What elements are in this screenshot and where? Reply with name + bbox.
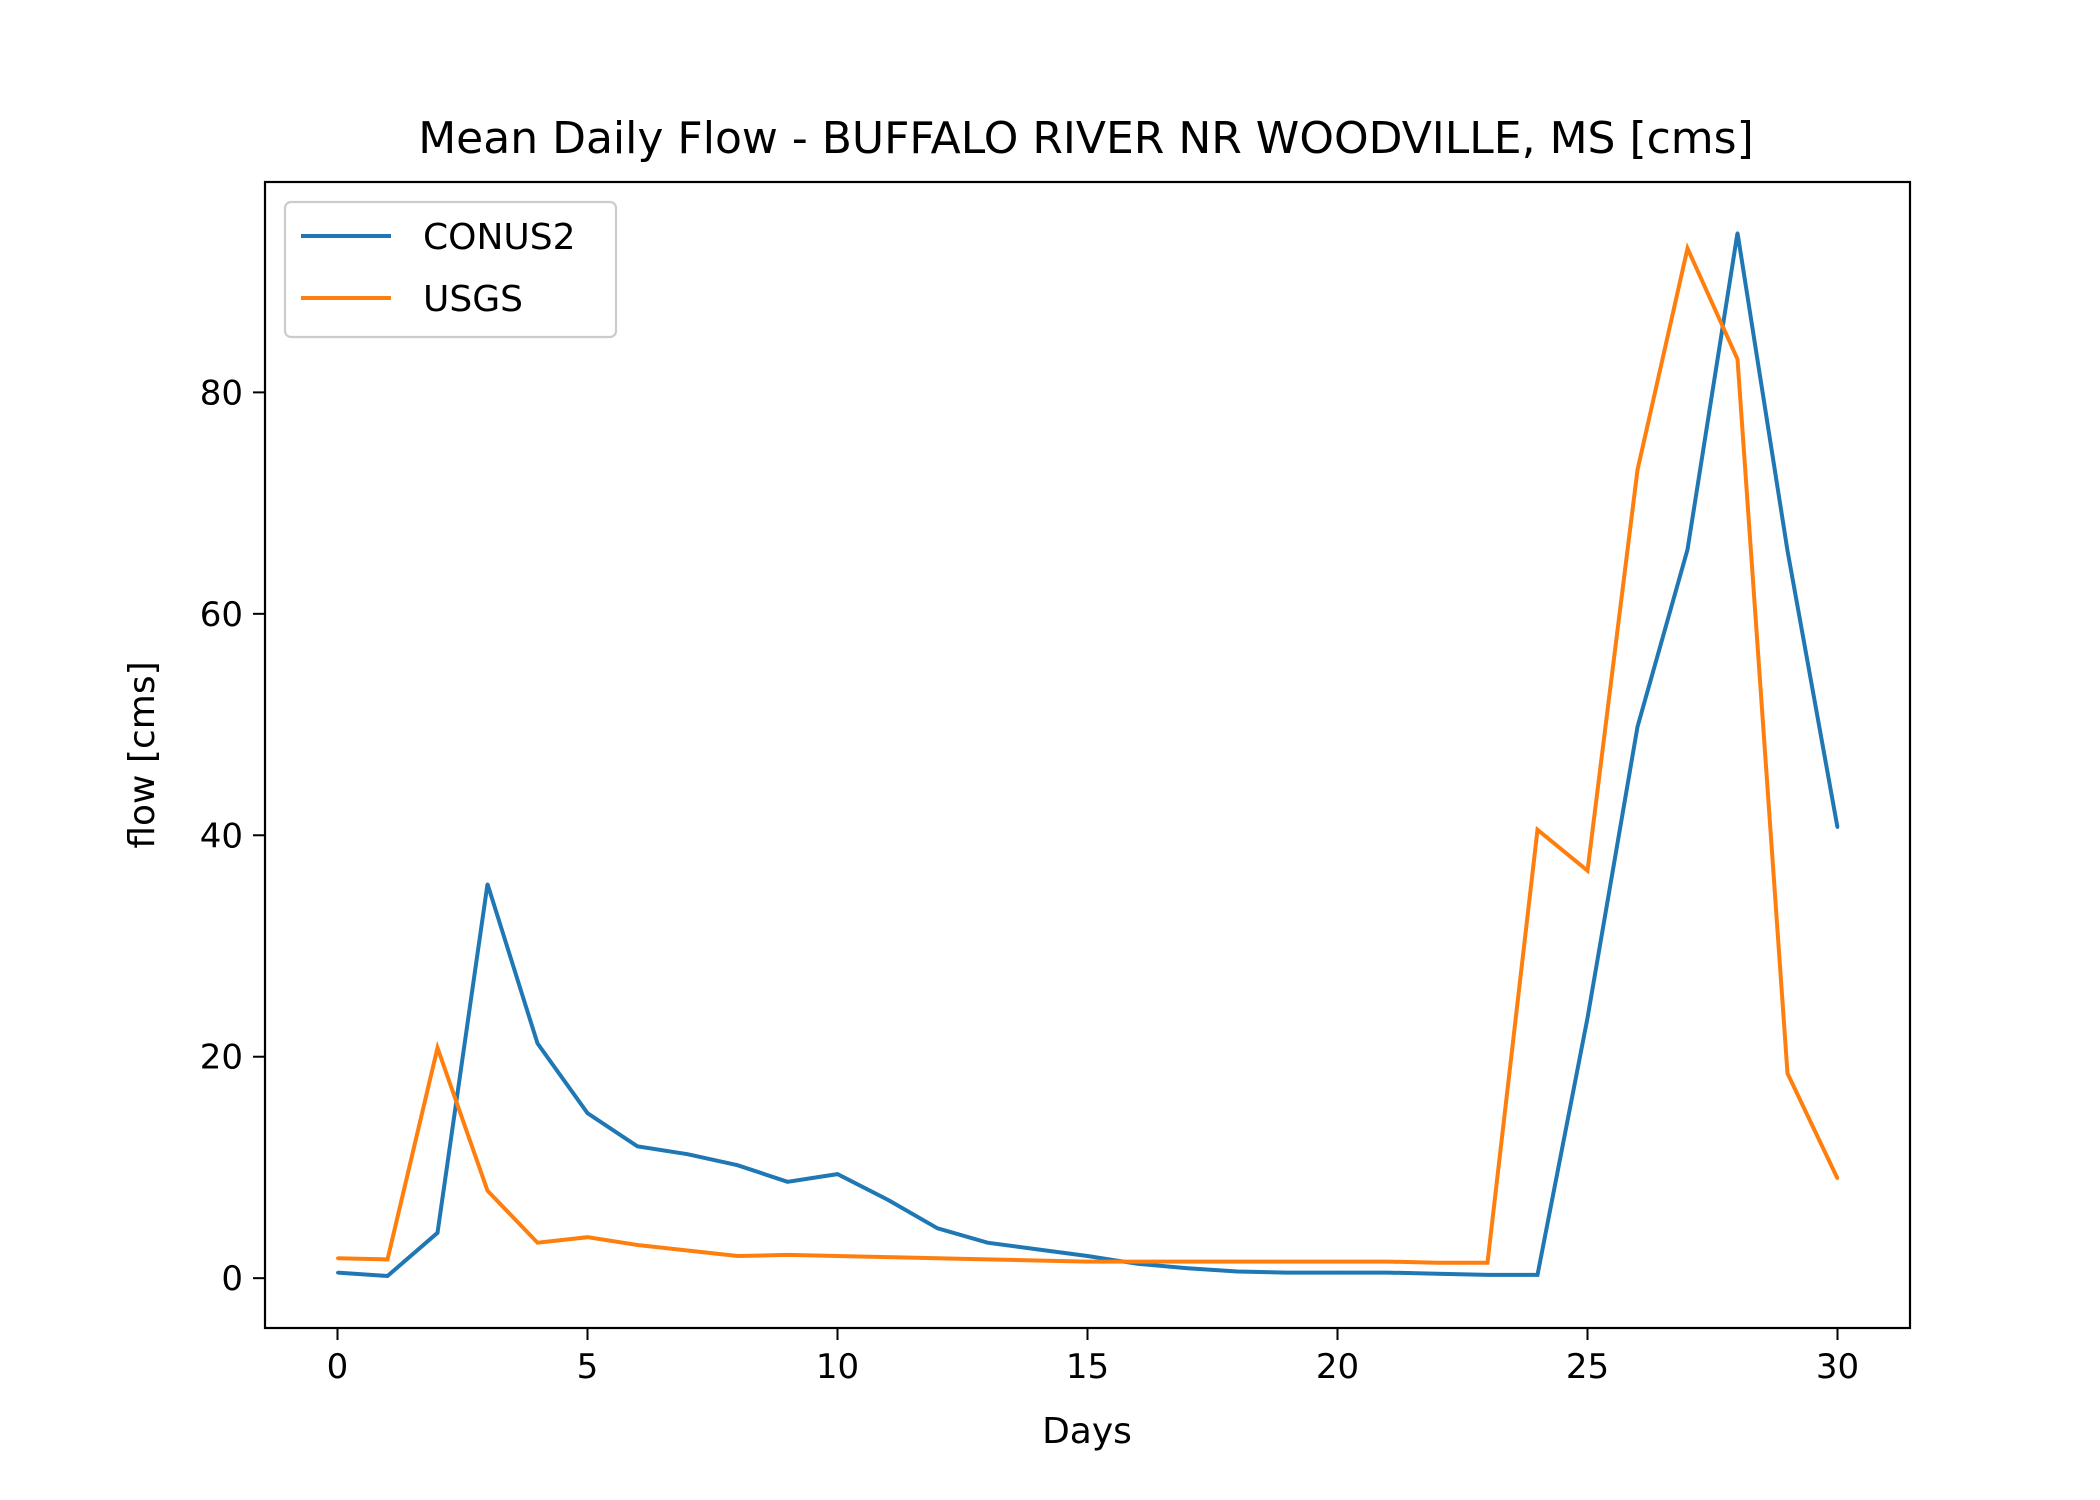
data-point-usgs-8 (736, 1254, 739, 1258)
x-tick-label: 20 (1316, 1347, 1359, 1387)
data-point-usgs-9 (786, 1253, 789, 1257)
data-point-usgs-15 (1086, 1260, 1089, 1264)
data-point-usgs-3 (486, 1189, 489, 1193)
data-point-conus2-8 (736, 1163, 739, 1167)
data-point-conus2-17 (1186, 1266, 1189, 1270)
data-point-usgs-28 (1736, 357, 1739, 361)
data-point-usgs-23 (1486, 1261, 1489, 1265)
data-point-usgs-5 (586, 1235, 589, 1239)
data-point-usgs-20 (1336, 1260, 1339, 1264)
data-point-usgs-19 (1286, 1260, 1289, 1264)
data-point-usgs-14 (1036, 1259, 1039, 1262)
data-point-conus2-9 (786, 1180, 789, 1184)
data-point-conus2-11 (886, 1198, 889, 1202)
data-point-conus2-21 (1386, 1271, 1389, 1275)
x-tick-label: 10 (816, 1347, 859, 1387)
data-point-usgs-1 (386, 1257, 389, 1261)
x-tick-label: 5 (577, 1347, 599, 1387)
data-point-conus2-3 (486, 882, 489, 886)
data-point-conus2-2 (436, 1231, 439, 1235)
data-point-conus2-26 (1636, 725, 1639, 729)
data-point-usgs-12 (936, 1256, 939, 1260)
x-axis-label: Days (1042, 1411, 1132, 1452)
data-point-usgs-7 (686, 1249, 689, 1252)
data-point-usgs-24 (1536, 828, 1539, 832)
plot-area (263, 180, 1912, 1330)
data-point-usgs-17 (1186, 1260, 1189, 1264)
x-tick-label: 0 (327, 1347, 349, 1387)
x-tick-label: 25 (1566, 1347, 1609, 1387)
y-axis-label: flow [cms] (122, 661, 163, 848)
y-axis: 0 20 40 60 80 (200, 373, 265, 1299)
data-point-usgs-10 (836, 1254, 839, 1258)
y-tick-label: 40 (200, 816, 243, 856)
legend-label-usgs: USGS (423, 279, 523, 320)
data-point-conus2-23 (1486, 1273, 1489, 1277)
x-tick-label: 15 (1066, 1347, 1109, 1387)
data-point-conus2-20 (1336, 1271, 1339, 1275)
data-point-conus2-1 (386, 1274, 389, 1278)
data-point-conus2-25 (1586, 1016, 1589, 1020)
data-point-conus2-28 (1736, 231, 1739, 235)
data-point-usgs-30 (1836, 1177, 1839, 1180)
data-point-usgs-2 (436, 1046, 439, 1050)
data-point-conus2-18 (1236, 1270, 1239, 1273)
data-point-conus2-14 (1036, 1247, 1039, 1251)
data-point-usgs-27 (1686, 246, 1689, 250)
data-point-conus2-10 (836, 1172, 839, 1176)
plot-background (265, 182, 1910, 1328)
data-point-usgs-22 (1436, 1261, 1439, 1265)
legend-label-conus2: CONUS2 (423, 217, 576, 258)
series-layer (336, 231, 1840, 1279)
data-point-conus2-4 (536, 1041, 539, 1045)
data-point-usgs-11 (886, 1255, 889, 1259)
data-point-conus2-6 (636, 1144, 639, 1148)
data-point-usgs-18 (1236, 1260, 1239, 1264)
y-tick-label: 80 (200, 373, 243, 413)
data-point-usgs-4 (536, 1241, 539, 1245)
data-point-usgs-16 (1136, 1260, 1139, 1264)
data-point-usgs-26 (1636, 468, 1639, 472)
data-point-usgs-29 (1786, 1071, 1789, 1075)
data-point-usgs-21 (1386, 1260, 1389, 1264)
legend: CONUS2 USGS (283, 200, 618, 339)
y-tick-label: 20 (200, 1038, 243, 1078)
chart-title: Mean Daily Flow - BUFFALO RIVER NR WOODV… (418, 113, 1754, 164)
data-point-conus2-19 (1286, 1271, 1289, 1275)
data-point-conus2-30 (1836, 826, 1839, 829)
data-point-conus2-12 (936, 1226, 939, 1230)
data-point-conus2-22 (1436, 1272, 1439, 1276)
data-point-conus2-24 (1536, 1273, 1539, 1277)
data-point-usgs-25 (1586, 869, 1589, 873)
y-tick-label: 0 (221, 1259, 243, 1299)
data-point-conus2-13 (986, 1241, 989, 1245)
x-axis: 0 5 10 15 20 25 30 (327, 1328, 1859, 1387)
data-point-usgs-6 (636, 1243, 639, 1247)
data-point-conus2-15 (1086, 1254, 1089, 1258)
data-point-usgs-0 (336, 1256, 339, 1260)
y-tick-label: 60 (200, 595, 243, 635)
x-tick-label: 30 (1816, 1347, 1859, 1387)
data-point-conus2-27 (1686, 548, 1689, 552)
data-point-usgs-13 (986, 1257, 989, 1261)
data-point-conus2-0 (336, 1271, 339, 1275)
data-point-conus2-7 (686, 1152, 689, 1156)
data-point-conus2-5 (586, 1111, 589, 1115)
data-point-conus2-29 (1786, 549, 1789, 553)
